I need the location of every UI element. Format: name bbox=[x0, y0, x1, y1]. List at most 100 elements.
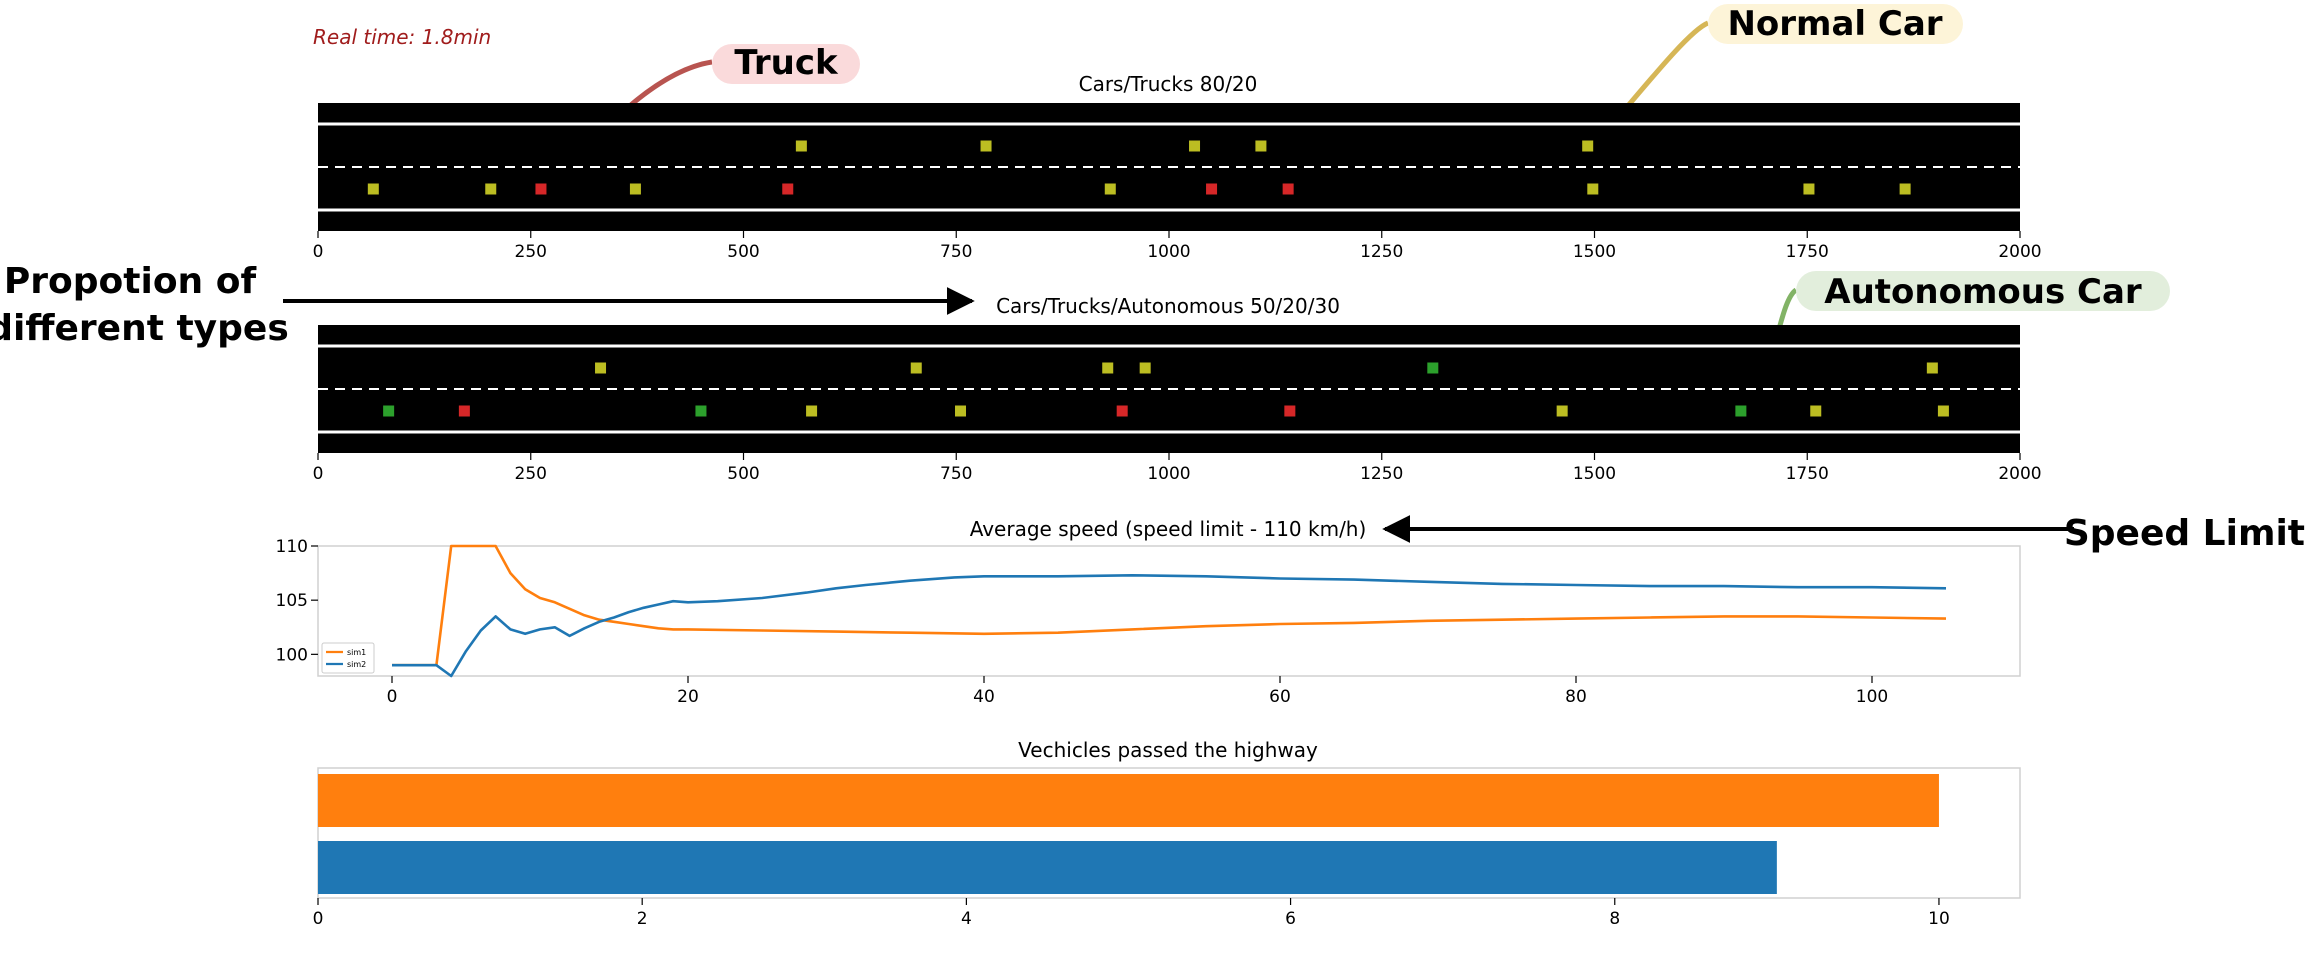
speed-x-tick-label-4: 80 bbox=[1565, 687, 1587, 707]
speed-y-tick-label-1: 105 bbox=[276, 591, 308, 611]
bar-1 bbox=[318, 841, 1777, 894]
highway2-vehicles bbox=[383, 362, 1949, 417]
vehicle-car-14 bbox=[1810, 405, 1822, 417]
highway1-x-tick-label-0: 0 bbox=[313, 242, 324, 262]
vehicle-car-8 bbox=[1189, 140, 1201, 152]
vehicle-car-10 bbox=[1255, 140, 1267, 152]
speed-y-tick-label-0: 100 bbox=[276, 645, 308, 665]
vehicle-car-15 bbox=[1926, 362, 1938, 374]
truck-callout-label: Truck bbox=[734, 43, 839, 83]
highway2-x-tick-label-2: 500 bbox=[727, 464, 759, 484]
vehicle-truck-8 bbox=[1116, 405, 1128, 417]
vehicle-car-2 bbox=[595, 362, 607, 374]
bar-chart-bars bbox=[318, 774, 1939, 894]
vehicle-autonomous-13 bbox=[1735, 405, 1747, 417]
vehicle-autonomous-3 bbox=[695, 405, 707, 417]
average-speed-chart: Average speed (speed limit - 110 km/h) 0… bbox=[276, 517, 2021, 707]
highway2-x-tick-label-4: 1000 bbox=[1147, 464, 1190, 484]
vehicle-car-0 bbox=[367, 183, 379, 195]
vehicle-car-5 bbox=[795, 140, 807, 152]
vehicle-car-14 bbox=[1803, 183, 1815, 195]
vehicle-truck-1 bbox=[458, 405, 470, 417]
vehicle-truck-2 bbox=[535, 183, 547, 195]
highway2-x-tick-label-6: 1500 bbox=[1573, 464, 1616, 484]
highway2-x-tick-label-7: 1750 bbox=[1786, 464, 1829, 484]
highway-chart-cars-trucks: Cars/Trucks 80/20 0 250 500 750 1000 1250 1500… bbox=[313, 72, 2042, 262]
speed-chart-frame bbox=[317, 545, 2021, 677]
bar-chart-x-axis: 0 2 4 6 8 10 bbox=[313, 898, 1950, 929]
vehicle-car-6 bbox=[980, 140, 992, 152]
autonomous-callout-label: Autonomous Car bbox=[1824, 272, 2142, 312]
bar-x-tick-label-3: 6 bbox=[1285, 909, 1296, 929]
bar-x-tick-label-4: 8 bbox=[1609, 909, 1620, 929]
highway1-x-tick-label-8: 2000 bbox=[1998, 242, 2041, 262]
vehicle-car-13 bbox=[1587, 183, 1599, 195]
highway1-x-tick-label-3: 750 bbox=[940, 242, 972, 262]
vehicle-truck-9 bbox=[1206, 183, 1218, 195]
autonomous-callout-box bbox=[1796, 271, 2170, 311]
vehicle-autonomous-0 bbox=[383, 405, 395, 417]
realtime-label: Real time: 1.8min bbox=[313, 25, 491, 49]
speed-chart-title: Average speed (speed limit - 110 km/h) bbox=[970, 517, 1367, 541]
highway1-x-tick-label-7: 1750 bbox=[1786, 242, 1829, 262]
highway2-x-tick-label-5: 1250 bbox=[1360, 464, 1403, 484]
highway1-vehicles bbox=[367, 140, 1911, 195]
speed-x-tick-label-5: 100 bbox=[1856, 687, 1888, 707]
vehicle-car-5 bbox=[910, 362, 922, 374]
highway1-x-tick-label-5: 1250 bbox=[1360, 242, 1403, 262]
speed-chart-axes: 0 20 40 60 80 100 100 105 110 bbox=[276, 537, 1889, 707]
highway1-x-tick-label-2: 500 bbox=[727, 242, 759, 262]
vehicle-car-6 bbox=[955, 405, 967, 417]
vehicle-car-15 bbox=[1899, 183, 1911, 195]
normal-car-callout-box bbox=[1708, 4, 1963, 44]
highway1-x-tick-label-4: 1000 bbox=[1147, 242, 1190, 262]
highway1-title: Cars/Trucks 80/20 bbox=[1079, 72, 1258, 96]
bar-0 bbox=[318, 774, 1939, 827]
vehicle-autonomous-11 bbox=[1427, 362, 1439, 374]
bar-x-tick-label-0: 0 bbox=[313, 909, 324, 929]
vehicle-car-3 bbox=[629, 183, 641, 195]
proportion-annotation-line2: different types bbox=[0, 308, 289, 349]
highway2-x-tick-label-1: 250 bbox=[515, 464, 547, 484]
vehicle-car-4 bbox=[806, 405, 818, 417]
speed-legend-label-sim2: sim2 bbox=[347, 660, 366, 669]
bar-chart-title: Vechicles passed the highway bbox=[1018, 738, 1318, 762]
speed-legend-label-sim1: sim1 bbox=[347, 648, 366, 657]
speed-limit-annotation: Speed Limit bbox=[2064, 513, 2305, 554]
highway1-x-axis: 0 250 500 750 1000 1250 1500 1750 2000 bbox=[313, 231, 2042, 262]
highway2-x-tick-label-3: 750 bbox=[940, 464, 972, 484]
vehicle-car-16 bbox=[1937, 405, 1949, 417]
bar-x-tick-label-2: 4 bbox=[961, 909, 972, 929]
vehicle-truck-11 bbox=[1282, 183, 1294, 195]
normal-car-callout-label: Normal Car bbox=[1727, 4, 1942, 44]
highway1-x-tick-label-1: 250 bbox=[515, 242, 547, 262]
speed-x-tick-label-3: 60 bbox=[1269, 687, 1291, 707]
truck-callout-box bbox=[712, 44, 860, 84]
highway2-x-tick-label-8: 2000 bbox=[1998, 464, 2041, 484]
highway2-x-tick-label-0: 0 bbox=[313, 464, 324, 484]
speed-y-tick-label-2: 110 bbox=[276, 537, 308, 557]
vehicle-car-9 bbox=[1139, 362, 1151, 374]
highway1-x-tick-label-6: 1500 bbox=[1573, 242, 1616, 262]
bar-x-tick-label-1: 2 bbox=[637, 909, 648, 929]
highway2-title: Cars/Trucks/Autonomous 50/20/30 bbox=[996, 294, 1340, 318]
highway-chart-cars-trucks-autonomous: Cars/Trucks/Autonomous 50/20/30 0 250 500 7… bbox=[313, 294, 2042, 484]
vehicle-car-12 bbox=[1556, 405, 1568, 417]
vehicle-truck-4 bbox=[782, 183, 794, 195]
speed-x-tick-label-1: 20 bbox=[677, 687, 699, 707]
bar-x-tick-label-5: 10 bbox=[1928, 909, 1950, 929]
speed-x-tick-label-0: 0 bbox=[387, 687, 398, 707]
proportion-annotation-line1: Propotion of bbox=[4, 261, 257, 302]
vehicle-truck-10 bbox=[1284, 405, 1296, 417]
speed-chart-series bbox=[392, 544, 1947, 678]
speed-series-sim2 bbox=[392, 573, 1947, 678]
vehicles-passed-chart: Vechicles passed the highway 0 2 4 6 8 10 bbox=[313, 738, 2021, 929]
speed-x-tick-label-2: 40 bbox=[973, 687, 995, 707]
vehicle-car-1 bbox=[485, 183, 497, 195]
vehicle-car-7 bbox=[1104, 183, 1116, 195]
vehicle-car-12 bbox=[1582, 140, 1594, 152]
highway2-x-axis: 0 250 500 750 1000 1250 1500 1750 2000 bbox=[313, 453, 2042, 484]
speed-series-sim1 bbox=[392, 544, 1947, 667]
